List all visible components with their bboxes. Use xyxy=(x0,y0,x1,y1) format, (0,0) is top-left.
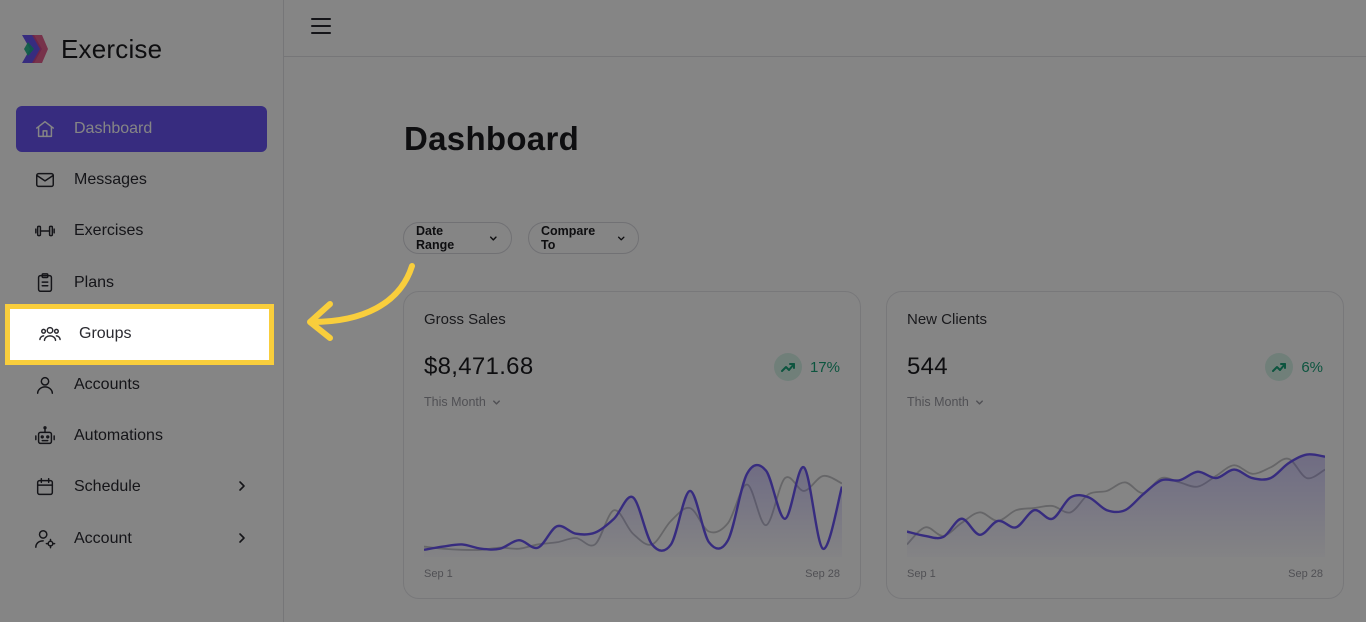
series-area-0 xyxy=(907,454,1325,557)
chevron-down-icon xyxy=(490,235,498,241)
x-axis-end: Sep 28 xyxy=(805,568,840,580)
series-area-0 xyxy=(424,465,842,557)
brand-name: Exercise xyxy=(61,33,163,64)
sidebar-item-automations[interactable]: Automations xyxy=(16,413,267,459)
sidebar-item-label: Exercises xyxy=(74,222,144,240)
sidebar-nav: Dashboard Messages Exercises Plans Group… xyxy=(16,106,267,567)
new-clients-card: New Clients 544 6% This Month Sep 1 Sep … xyxy=(886,291,1344,599)
topbar xyxy=(284,0,1366,57)
sidebar-item-label: Groups xyxy=(79,325,132,342)
chevron-down-icon xyxy=(617,235,625,241)
clipboard-icon xyxy=(34,272,56,294)
page-title: Dashboard xyxy=(404,120,580,157)
series-line-0 xyxy=(424,463,842,552)
sidebar-item-accounts[interactable]: Accounts xyxy=(16,362,267,408)
home-icon xyxy=(34,118,56,140)
period-label: This Month xyxy=(424,395,486,409)
sidebar-item-label: Account xyxy=(74,529,132,547)
chevron-right-icon xyxy=(235,479,249,493)
pointer-arrow-icon xyxy=(307,263,415,341)
calendar-icon xyxy=(34,476,56,498)
trending-up-icon xyxy=(773,353,802,381)
new-clients-chart xyxy=(907,453,1325,557)
date-range-dropdown[interactable]: Date Range xyxy=(403,222,512,254)
delta-value: 6% xyxy=(1301,358,1323,376)
sidebar-item-plans[interactable]: Plans xyxy=(16,260,267,306)
delta-badge: 6% xyxy=(1265,353,1323,381)
sidebar-item-label: Accounts xyxy=(74,375,140,393)
sidebar-item-dashboard[interactable]: Dashboard xyxy=(16,106,267,152)
date-range-label: Date Range xyxy=(416,224,455,252)
brand-logo-icon xyxy=(22,35,48,63)
period-dropdown[interactable]: This Month xyxy=(907,395,985,409)
sidebar-item-label: Automations xyxy=(74,427,163,445)
sidebar-item-schedule[interactable]: Schedule xyxy=(16,464,267,510)
gross-sales-card: Gross Sales $8,471.68 17% This Month Sep… xyxy=(403,291,861,599)
highlighted-sidebar-item-groups[interactable]: Groups xyxy=(21,311,131,357)
x-axis-start: Sep 1 xyxy=(424,568,453,580)
chevron-down-icon xyxy=(492,399,500,405)
trending-up-icon xyxy=(1265,353,1294,381)
compare-to-label: Compare To xyxy=(541,224,596,252)
series-line-0 xyxy=(907,453,1325,540)
sidebar-item-account[interactable]: Account xyxy=(16,516,267,562)
sidebar-item-messages[interactable]: Messages xyxy=(16,157,267,203)
card-value: 544 xyxy=(907,353,948,380)
x-axis-end: Sep 28 xyxy=(1288,568,1323,580)
x-axis-start: Sep 1 xyxy=(907,568,936,580)
brand[interactable]: Exercise xyxy=(20,32,162,66)
sidebar-item-exercises[interactable]: Exercises xyxy=(16,208,267,254)
card-value: $8,471.68 xyxy=(424,353,534,380)
chevron-right-icon xyxy=(235,531,249,545)
delta-value: 17% xyxy=(809,358,840,376)
robot-icon xyxy=(34,425,56,447)
series-line-1 xyxy=(907,457,1325,546)
sidebar-item-label: Schedule xyxy=(74,478,141,496)
card-title: New Clients xyxy=(907,311,988,328)
highlight-box: Groups xyxy=(5,304,274,365)
card-title: Gross Sales xyxy=(424,311,506,328)
sidebar-item-label: Plans xyxy=(74,273,115,291)
gross-sales-chart xyxy=(424,463,842,557)
dumbbell-icon xyxy=(34,220,56,242)
delta-badge: 17% xyxy=(773,353,840,381)
compare-to-dropdown[interactable]: Compare To xyxy=(528,222,639,254)
period-label: This Month xyxy=(907,395,969,409)
users-icon xyxy=(39,323,61,345)
period-dropdown[interactable]: This Month xyxy=(424,395,502,409)
sidebar-item-label: Dashboard xyxy=(74,120,153,137)
user-gear-icon xyxy=(34,528,56,550)
user-icon xyxy=(34,374,56,396)
menu-toggle-icon[interactable] xyxy=(311,18,331,38)
mail-icon xyxy=(34,169,56,191)
sidebar-item-label: Messages xyxy=(74,171,147,189)
chevron-down-icon xyxy=(975,399,983,405)
